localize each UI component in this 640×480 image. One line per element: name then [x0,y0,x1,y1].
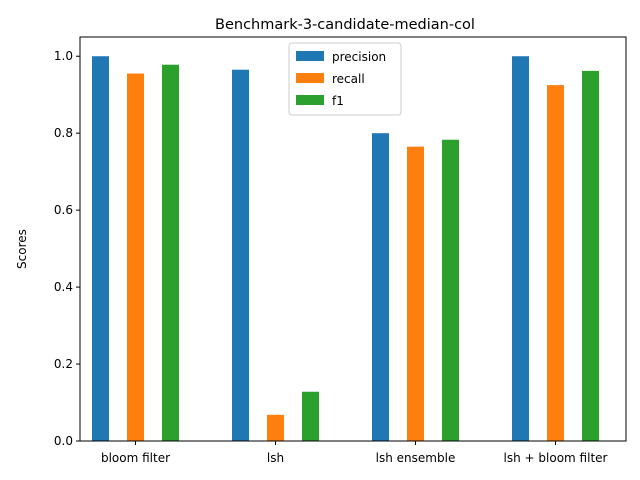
bar-precision-lsh-bloom-filter [512,56,529,441]
y-tick-label: 1.0 [54,49,73,63]
x-tick-label: lsh + bloom filter [504,451,608,465]
bar-recall-lsh [267,414,284,441]
bar-recall-lsh-bloom-filter [547,85,564,441]
y-tick-label: 0.4 [54,280,73,294]
y-axis-ticks: 0.0 0.2 0.4 0.6 0.8 1.0 [54,49,80,448]
legend-swatch-f1 [296,95,324,105]
legend-swatch-precision [296,51,324,61]
x-tick-label: lsh [267,451,284,465]
bar-recall-bloom-filter [127,73,144,442]
bar-recall-lsh-ensemble [407,146,424,441]
legend-label-precision: precision [332,50,386,64]
legend: precision recall f1 [288,42,402,116]
y-tick-label: 0.6 [54,203,73,217]
y-axis-label: Scores [15,229,29,269]
x-axis-ticks: bloom filter lsh lsh ensemble lsh + bloom f… [101,441,608,465]
bar-precision-lsh-ensemble [372,133,389,441]
bar-f1-lsh [302,391,319,441]
x-tick-label: lsh ensemble [376,451,456,465]
y-tick-label: 0.2 [54,357,73,371]
legend-label-recall: recall [332,72,365,86]
bar-precision-bloom-filter [92,56,109,441]
bar-f1-bloom-filter [162,64,179,442]
plot-area-frame [79,36,627,442]
bar-f1-lsh-ensemble [442,139,459,441]
bar-f1-lsh-bloom-filter [582,70,599,442]
bar-precision-lsh [232,69,249,441]
chart-title: Benchmark-3-candidate-median-col [215,17,475,33]
x-tick-label: bloom filter [101,451,170,465]
y-tick-label: 0.0 [54,434,73,448]
legend-label-f1: f1 [332,94,344,108]
y-tick-label: 0.8 [54,126,73,140]
legend-swatch-recall [296,73,324,83]
bars-group [92,56,599,442]
